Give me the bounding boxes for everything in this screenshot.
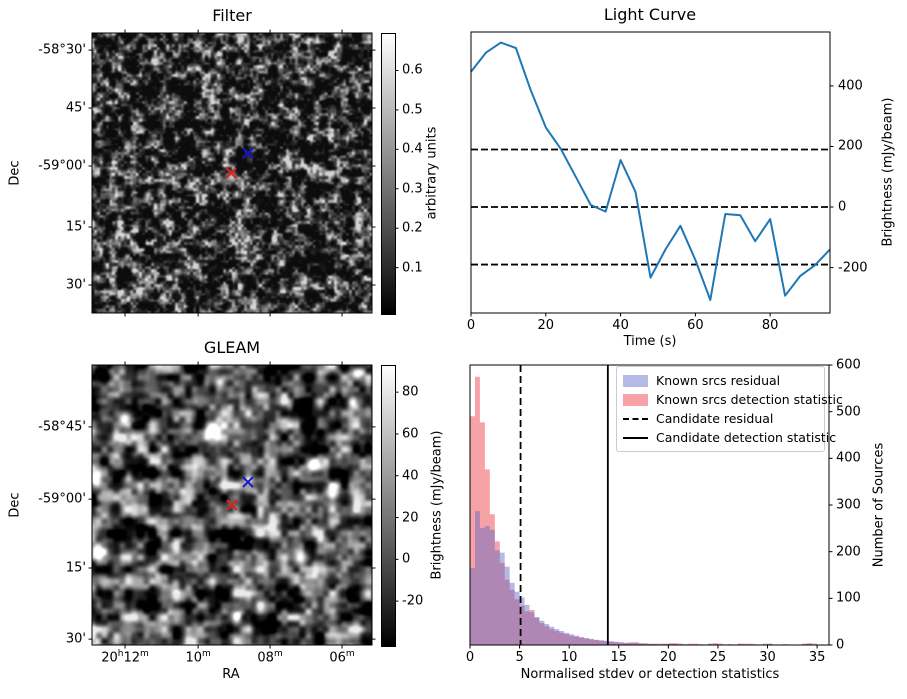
tick-label: 20: [660, 650, 677, 665]
tick-label: 600: [836, 357, 861, 373]
tick-label: 0.1: [402, 260, 423, 276]
tick-label: 40: [612, 318, 629, 333]
gleam-colorbar: [381, 365, 396, 647]
tick-label: 0.6: [402, 62, 423, 78]
tick-label: 60: [687, 318, 704, 333]
tick-label: -58°45': [38, 419, 86, 435]
tick-label: -59°00': [38, 158, 86, 174]
light-curve-xlabel: Time (s): [623, 334, 677, 349]
dashed-line-icon: [623, 417, 648, 420]
tick-label: 40: [402, 468, 419, 484]
tick-label: 300: [836, 497, 861, 513]
tick-label: 20: [537, 318, 555, 333]
tick-label: 0.3: [402, 181, 423, 197]
tick-label: 0: [402, 551, 411, 567]
tick-label: 200: [836, 544, 861, 560]
tick-label: 15: [610, 650, 628, 665]
tick-label: 0: [466, 318, 476, 333]
tick-label: 30: [759, 650, 776, 665]
gleam-ylabel: Dec: [7, 492, 23, 518]
legend-item-known-srcs-detection: Known srcs detection statistic: [623, 390, 843, 409]
gleam-xlabel: RA: [222, 667, 240, 682]
tick-label: 25: [709, 650, 727, 665]
legend-item-candidate-residual: Candidate residual: [623, 409, 818, 428]
gleam-map-image: [92, 365, 372, 645]
tick-label: 80: [402, 384, 419, 400]
legend-item-candidate-detection: Candidate detection statistic: [623, 428, 836, 447]
legend-label: Known srcs residual: [656, 373, 781, 388]
tick-label: 35: [808, 650, 826, 665]
tick-label: -20: [402, 593, 424, 609]
tick-label: 0: [465, 650, 475, 665]
tick-label: 0.4: [402, 141, 423, 157]
tick-label: 15': [65, 560, 86, 576]
filter-title: Filter: [212, 6, 252, 25]
solid-line-icon: [623, 436, 648, 439]
histogram-xlabel: Normalised stdev or detection statistics: [520, 667, 780, 682]
tick-label: 20: [402, 510, 419, 526]
tick-label: 0.5: [402, 102, 423, 118]
tick-label: 45': [65, 100, 86, 116]
legend-label: Candidate detection statistic: [656, 430, 837, 445]
tick-label: 400: [836, 450, 861, 466]
tick-label: 0.2: [402, 220, 423, 236]
tick-label: 10m: [185, 649, 211, 666]
tick-label: 06m: [329, 649, 355, 666]
legend-label: Known srcs detection statistic: [656, 392, 843, 407]
tick-label: -200: [838, 260, 868, 276]
tick-label: 10: [560, 650, 578, 665]
histogram-ylabel: Number of Sources: [871, 442, 887, 568]
legend-item-known-srcs-residual: Known srcs residual: [623, 371, 818, 390]
tick-label: 100: [836, 590, 861, 606]
tick-label: 5: [515, 650, 524, 665]
legend-label: Candidate residual: [656, 411, 774, 426]
tick-label: 400: [838, 78, 863, 94]
tick-label: -58°30': [38, 42, 86, 58]
filter-colorbar-label: arbitrary units: [424, 126, 440, 220]
tick-label: 200: [838, 138, 863, 154]
blue-patch-icon: [623, 374, 648, 387]
tick-label: -59°00': [38, 491, 86, 507]
tick-label: 0: [838, 199, 847, 215]
light-curve-ylabel: Brightness (mJy/beam): [880, 97, 896, 247]
tick-label: 80: [761, 318, 779, 333]
tick-label: 60: [402, 426, 419, 442]
legend: Known srcs residual Known srcs detection…: [616, 366, 843, 452]
gleam-colorbar-label: Brightness (mJy/beam): [429, 430, 445, 580]
tick-label: 30': [65, 631, 86, 647]
filter-colorbar: [381, 33, 396, 315]
tick-label: 20h12m: [101, 649, 149, 666]
tick-label: 15': [65, 219, 86, 235]
filter-ylabel: Dec: [7, 160, 23, 186]
filter-map-image: [92, 33, 372, 313]
tick-label: 30': [65, 277, 86, 293]
pink-patch-icon: [623, 393, 648, 406]
tick-label: 08m: [257, 649, 283, 666]
tick-label: 500: [836, 404, 861, 420]
tick-label: 0: [836, 637, 845, 653]
gleam-title: GLEAM: [203, 338, 261, 357]
light-curve-title: Light Curve: [603, 5, 697, 24]
